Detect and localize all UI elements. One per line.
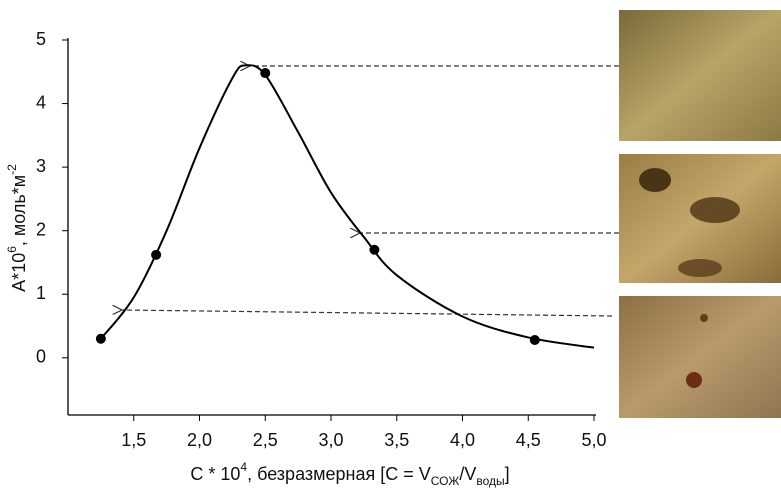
curve — [100, 64, 595, 349]
photo-spot — [700, 314, 708, 322]
label-part: 6 — [5, 246, 19, 253]
label-part: ] — [505, 464, 510, 484]
arrows — [122, 66, 619, 317]
arrow — [122, 310, 613, 317]
x-tick-label: 4,5 — [516, 430, 541, 450]
label-part: воды — [476, 474, 504, 488]
point — [260, 68, 271, 79]
x-tick-label: 1,5 — [121, 430, 146, 450]
point — [151, 249, 162, 260]
photos — [619, 10, 781, 418]
x-tick-label: 3,5 — [384, 430, 409, 450]
photo-spot — [639, 168, 671, 192]
label-part: , моль*м — [9, 175, 29, 246]
photo-spot — [686, 372, 702, 388]
y-tick-label: 1 — [36, 283, 46, 303]
label-part: 4 — [240, 460, 247, 474]
label-part: C * 10 — [190, 464, 240, 484]
photo — [619, 296, 781, 418]
label-part: , безразмерная [C = V — [247, 464, 431, 484]
point — [529, 335, 540, 345]
y-tick-label: 2 — [36, 219, 46, 239]
x-tick-label: 3,0 — [318, 430, 343, 450]
y-tick-label: 4 — [36, 92, 46, 112]
y-axis-label: A*106, моль*м-2 — [5, 164, 29, 292]
photo-spot — [678, 259, 722, 277]
label-part: A*10 — [9, 253, 29, 292]
photo-spot — [690, 197, 740, 223]
y-tick-label: 5 — [36, 29, 46, 49]
x-tick-label: 2,0 — [187, 430, 212, 450]
label-part: /V — [459, 464, 476, 484]
label-part: -2 — [5, 164, 19, 175]
x-axis-label: C * 104, безразмерная [C = VСОЖ/Vводы] — [190, 460, 509, 488]
label-part: СОЖ — [431, 474, 460, 488]
point — [369, 244, 380, 255]
point — [95, 333, 106, 344]
y-tick-label: 0 — [36, 347, 46, 367]
x-tick-label: 5,0 — [581, 430, 606, 450]
x-tick-label: 2,5 — [253, 430, 278, 450]
x-tick-label: 4,0 — [450, 430, 475, 450]
y-tick-label: 3 — [36, 156, 46, 176]
photo — [619, 10, 781, 141]
